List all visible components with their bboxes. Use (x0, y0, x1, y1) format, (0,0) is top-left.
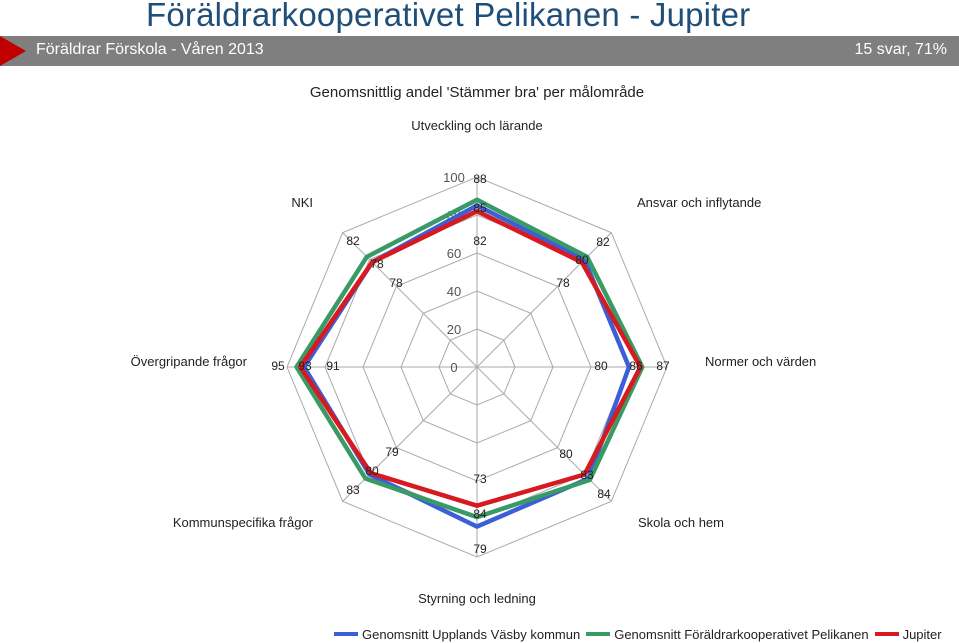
data-label: 73 (473, 472, 487, 486)
legend-item: Jupiter (874, 626, 942, 642)
legend-label: Genomsnitt Upplands Väsby kommun (362, 626, 581, 642)
data-label: 93 (298, 359, 312, 373)
data-label: 80 (594, 359, 608, 373)
data-label: 91 (326, 359, 340, 373)
data-label: 82 (473, 234, 487, 248)
data-label: 84 (597, 487, 611, 501)
header-banner: Föräldrar Förskola - Våren 2013 15 svar,… (0, 36, 959, 66)
data-label: 88 (473, 172, 487, 186)
response-info: 15 svar, 71% (854, 41, 948, 58)
axis-label: Skola och hem (638, 515, 724, 530)
axis-label: NKI (291, 195, 313, 210)
legend-swatch (334, 632, 358, 636)
survey-subtitle: Föräldrar Förskola - Våren 2013 (36, 41, 264, 58)
axis-label: Ansvar och inflytande (637, 195, 761, 210)
series-line-1 (294, 197, 645, 520)
data-label: 80 (365, 464, 379, 478)
legend-item: Genomsnitt Föräldrarkooperativet Pelikan… (586, 626, 869, 642)
tick-label: 40 (447, 284, 461, 299)
grid-spoke (476, 232, 612, 368)
data-label: 78 (556, 276, 570, 290)
data-label: 78 (370, 257, 384, 271)
data-label: 82 (596, 235, 610, 249)
legend-item: Genomsnitt Upplands Väsby kommun (334, 627, 580, 642)
tick-label: 20 (447, 322, 461, 337)
data-label: 78 (389, 276, 403, 290)
axis-label: Kommunspecifika frågor (173, 515, 314, 530)
data-label: 83 (346, 483, 360, 497)
data-label: 79 (385, 445, 399, 459)
data-label: 95 (271, 359, 285, 373)
data-label: 83 (580, 468, 594, 482)
data-label: 87 (656, 359, 670, 373)
banner-arrow-icon (0, 36, 26, 66)
tick-label: 0 (450, 360, 457, 375)
axis-label: Styrning och ledning (418, 591, 536, 606)
page-title: Föräldrarkooperativet Pelikanen - Jupite… (146, 0, 751, 33)
tick-label: 100 (443, 170, 465, 185)
axis-label: Utveckling och lärande (411, 118, 543, 133)
chart-title: Genomsnittlig andel 'Stämmer bra' per må… (310, 84, 644, 101)
legend-swatch (874, 632, 899, 636)
grid-spoke (342, 232, 478, 368)
data-label: 84 (473, 507, 487, 521)
legend-swatch (586, 632, 611, 636)
axis-label: Övergripande frågor (131, 354, 248, 369)
chart-legend: Genomsnitt Upplands Väsby kommun Genomsni… (334, 624, 948, 642)
axis-label: Normer och värden (705, 354, 816, 369)
legend-label: Jupiter (902, 626, 942, 642)
data-label: 80 (559, 447, 573, 461)
tick-label: 60 (447, 246, 461, 261)
data-label: 80 (575, 253, 589, 267)
data-label: 79 (473, 542, 487, 556)
data-label: 86 (629, 359, 643, 373)
data-label: 85 (473, 201, 487, 215)
series-line-2 (298, 208, 643, 508)
legend-label: Genomsnitt Föräldrarkooperativet Pelikan… (614, 626, 869, 642)
data-label: 82 (346, 234, 360, 248)
